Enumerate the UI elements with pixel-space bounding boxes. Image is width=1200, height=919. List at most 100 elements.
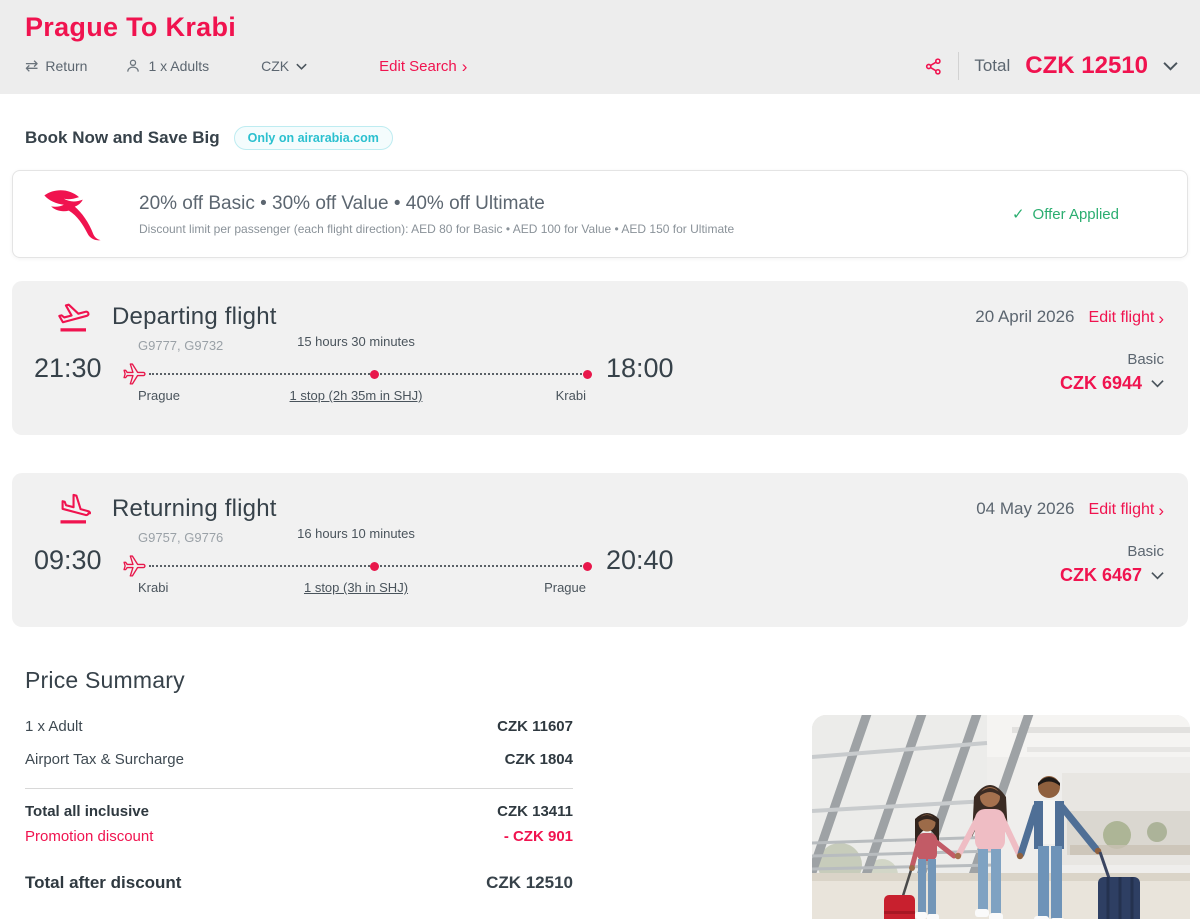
returning-stops-link[interactable]: 1 stop (3h in SHJ): [303, 580, 409, 595]
total-after-discount-value: CZK 12510: [486, 873, 573, 892]
person-icon: [125, 58, 141, 74]
returning-flight-numbers: G9757, G9776: [138, 530, 224, 545]
departing-fare-class: Basic: [1127, 351, 1164, 368]
arrival-dot: [583, 562, 592, 571]
chevron-down-icon: [296, 63, 307, 70]
returning-origin: Krabi: [138, 580, 169, 595]
promotion-discount-value: - CZK 901: [503, 828, 573, 845]
currency-selector[interactable]: CZK: [261, 58, 307, 74]
return-arrows-icon: ⇄: [25, 58, 39, 75]
returning-depart-time: 09:30: [34, 545, 102, 575]
departing-flight-card: Departing flight 20 April 2026 Edit flig…: [12, 281, 1188, 435]
returning-route-line: [122, 553, 592, 579]
share-button[interactable]: [924, 57, 943, 76]
divider: [958, 52, 960, 80]
header-total-area: Total CZK 12510: [924, 52, 1178, 80]
passenger-count-label: 1 x Adults: [148, 58, 210, 74]
edit-departing-label: Edit flight: [1088, 309, 1155, 326]
returning-fare: Basic CZK 6467: [1060, 543, 1164, 586]
total-all-inclusive-value: CZK 13411: [497, 803, 573, 820]
returning-destination: Prague: [544, 580, 586, 595]
promotion-discount-row: Promotion discount - CZK 901: [25, 824, 573, 849]
price-row-value: CZK 1804: [504, 751, 573, 768]
airarabia-bird-logo-icon: [41, 186, 117, 242]
departing-stops-link[interactable]: 1 stop (2h 35m in SHJ): [289, 388, 423, 403]
departing-route-line: [122, 361, 592, 387]
departing-date: 20 April 2026: [975, 307, 1075, 326]
price-row-tax: Airport Tax & Surcharge CZK 1804: [25, 743, 573, 776]
offer-applied-label: Offer Applied: [1032, 205, 1119, 223]
booking-content: Book Now and Save Big Only on airarabia.…: [0, 126, 1200, 901]
offer-card: 20% off Basic • 30% off Value • 40% off …: [12, 170, 1188, 258]
returning-arrive-time: 20:40: [606, 545, 674, 575]
dotted-route-line: [149, 562, 592, 571]
total-all-inclusive-row: Total all inclusive CZK 13411: [25, 799, 573, 824]
returning-flight-details: 09:30 G9757, G9776 16 hours 10 minutes K…: [34, 526, 1164, 595]
price-row-label: Airport Tax & Surcharge: [25, 751, 184, 768]
returning-flight-card: Returning flight 04 May 2026 Edit flight…: [12, 473, 1188, 627]
plane-right-icon: [122, 554, 147, 579]
trip-type: ⇄ Return: [25, 56, 87, 76]
departing-depart-time: 21:30: [34, 353, 102, 383]
divider: [25, 788, 573, 789]
price-row-label: 1 x Adult: [25, 718, 83, 735]
search-summary-header: Prague To Krabi ⇄ Return 1 x Adults CZK …: [0, 0, 1200, 94]
edit-search-link[interactable]: Edit Search ›: [379, 58, 467, 75]
departing-duration: 15 hours 30 minutes: [297, 334, 415, 349]
returning-price-dropdown[interactable]: CZK 6467: [1060, 565, 1164, 586]
total-all-inclusive-label: Total all inclusive: [25, 803, 149, 820]
departing-date-edit: 20 April 2026 Edit flight ›: [975, 307, 1164, 327]
plane-landing-icon: [52, 491, 96, 527]
departing-destination: Krabi: [555, 388, 586, 403]
departing-origin: Prague: [138, 388, 180, 403]
chevron-right-icon: ›: [1158, 500, 1164, 520]
departing-heading: Departing flight: [112, 303, 277, 330]
total-after-discount-row: Total after discount CZK 12510: [25, 865, 573, 901]
returning-fare-class: Basic: [1127, 543, 1164, 560]
departing-price: CZK 6944: [1059, 373, 1142, 393]
returning-date: 04 May 2026: [976, 499, 1075, 518]
offer-applied-status: ✓ Offer Applied: [1011, 205, 1119, 224]
price-summary-heading: Price Summary: [25, 667, 185, 693]
departing-price-dropdown[interactable]: CZK 6944: [1060, 373, 1164, 394]
check-icon: ✓: [1011, 206, 1025, 223]
price-row-value: CZK 11607: [497, 718, 573, 735]
total-value[interactable]: CZK 12510: [1025, 52, 1148, 79]
currency-label: CZK: [261, 58, 290, 74]
returning-date-edit: 04 May 2026 Edit flight ›: [976, 499, 1164, 519]
family-airport-photo: [812, 715, 1190, 919]
promotion-discount-label: Promotion discount: [25, 828, 154, 845]
offer-subtitle: Discount limit per passenger (each fligh…: [139, 221, 735, 236]
edit-returning-flight-link[interactable]: Edit flight ›: [1089, 501, 1164, 519]
chevron-right-icon: ›: [1158, 308, 1164, 328]
departing-timeline: G9777, G9732 15 hours 30 minutes Prague …: [122, 334, 592, 403]
returning-duration: 16 hours 10 minutes: [297, 526, 415, 541]
offer-title: 20% off Basic • 30% off Value • 40% off …: [139, 192, 545, 214]
plane-right-icon: [122, 362, 147, 387]
promo-badge: Only on airarabia.com: [233, 126, 393, 150]
dotted-route-line: [149, 370, 592, 379]
departing-fare: Basic CZK 6944: [1060, 351, 1164, 394]
total-expand-chevron-icon[interactable]: [1163, 61, 1178, 71]
edit-departing-flight-link[interactable]: Edit flight ›: [1089, 309, 1164, 327]
edit-search-label: Edit Search: [379, 57, 457, 75]
offer-text: 20% off Basic • 30% off Value • 40% off …: [139, 193, 734, 236]
total-after-discount-label: Total after discount: [25, 873, 182, 892]
departing-title: Departing flight: [52, 299, 277, 335]
stopover-dot: [369, 370, 379, 379]
trip-type-label: Return: [45, 58, 88, 74]
departing-flight-numbers: G9777, G9732: [138, 338, 224, 353]
chevron-right-icon: ›: [461, 56, 468, 76]
passenger-count: 1 x Adults: [125, 58, 209, 74]
promo-heading: Book Now and Save Big: [25, 128, 220, 147]
page-title: Prague To Krabi: [25, 12, 237, 42]
arrival-dot: [583, 370, 592, 379]
stopover-dot: [369, 562, 379, 571]
price-summary: Price Summary 1 x Adult CZK 11607 Airpor…: [25, 667, 573, 901]
returning-timeline: G9757, G9776 16 hours 10 minutes Krabi 1…: [122, 526, 592, 595]
promo-header: Book Now and Save Big Only on airarabia.…: [25, 126, 1175, 150]
returning-heading: Returning flight: [112, 495, 277, 522]
departing-arrive-time: 18:00: [606, 353, 674, 383]
search-summary-bar: ⇄ Return 1 x Adults CZK Edit Search ›: [25, 52, 1178, 80]
